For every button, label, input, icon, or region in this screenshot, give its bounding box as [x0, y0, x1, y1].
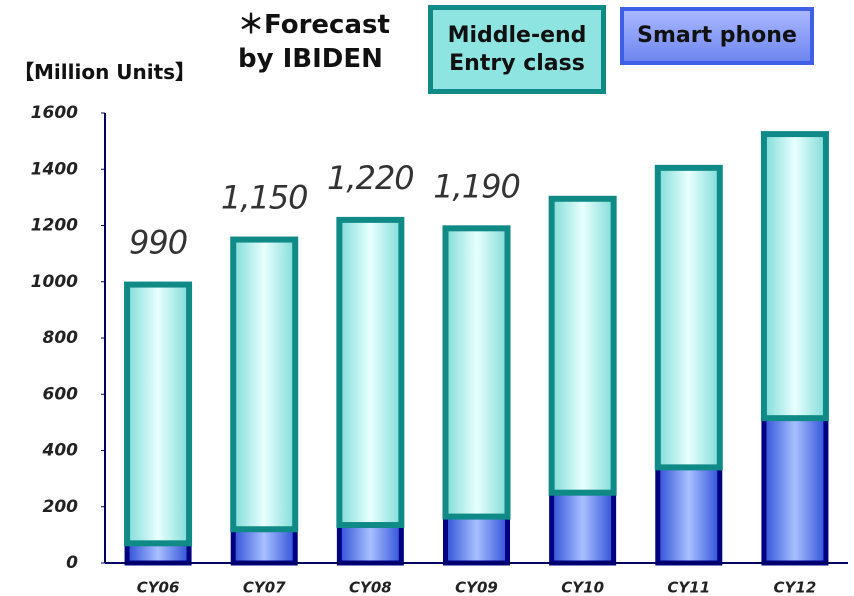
y-tick-label: 0	[66, 553, 78, 573]
bar-segment	[124, 281, 193, 547]
x-tick-label: CY06	[137, 579, 180, 596]
y-tick-label: 600	[43, 384, 79, 404]
x-tick-label: CY11	[667, 579, 710, 596]
bar-segment	[548, 195, 617, 496]
bar-segment	[760, 131, 829, 422]
legend-smart: Smart phone	[620, 7, 814, 65]
bar-segment	[655, 464, 723, 566]
bar-segment	[443, 514, 510, 566]
x-tick-label: CY12	[774, 579, 817, 596]
bar-segment	[761, 415, 829, 566]
x-tick-label: CY07	[243, 579, 286, 596]
legend-label: Smart phone	[637, 23, 797, 48]
note: ＊Forecast by IBIDEN	[238, 8, 390, 76]
y-tick-label: 800	[43, 328, 79, 348]
bar-segment	[654, 164, 723, 471]
legend-label: Middle-end Entry class	[447, 22, 587, 76]
x-tick-label: CY08	[349, 579, 392, 596]
total-label: 1,220	[327, 159, 414, 197]
bar-segment	[336, 216, 405, 529]
total-label: 1,190	[433, 167, 520, 205]
x-tick-label: CY09	[455, 579, 498, 596]
y-axis-label: 【Million Units】	[14, 60, 196, 84]
total-label: 1,150	[221, 179, 308, 217]
bar-segment	[230, 236, 299, 533]
y-tick-label: 1200	[31, 216, 78, 236]
bar-segment	[549, 490, 617, 566]
bar-segment	[336, 522, 404, 566]
legend-middle: Middle-end Entry class	[428, 5, 606, 94]
y-tick-label: 1400	[31, 159, 78, 179]
total-label: 990	[129, 224, 187, 262]
bar-segment	[442, 225, 511, 520]
note-line: by IBIDEN	[238, 44, 383, 74]
note-line: ＊Forecast	[238, 10, 390, 40]
x-tick-label: CY10	[561, 579, 604, 596]
bar-segment	[230, 526, 298, 566]
y-tick-label: 400	[42, 441, 79, 461]
y-tick-label: 200	[43, 497, 79, 517]
y-tick-label: 1600	[31, 103, 78, 123]
y-tick-label: 1000	[31, 272, 78, 292]
